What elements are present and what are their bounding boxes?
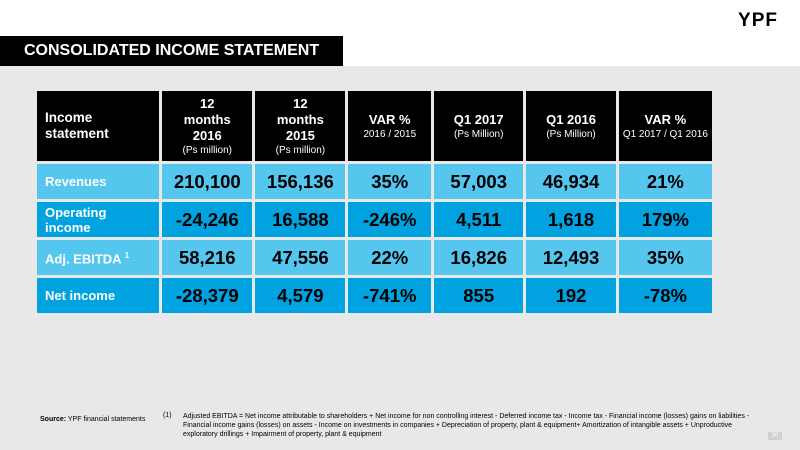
income-statement-table: Income statement 12 months 2016 (Ps mill… [37,88,712,316]
table-cell: -78% [615,278,712,313]
header-cell-var-annual: VAR % 2016 / 2015 [345,91,432,161]
footnote-text: Adjusted EBITDA = Net income attributabl… [183,413,750,438]
table-cell: 46,934 [523,164,616,199]
table-cell: 22% [345,240,432,275]
table-cell: -246% [345,202,432,237]
table-cell: 12,493 [523,240,616,275]
table-cell: 35% [345,164,432,199]
content-panel: Income statement 12 months 2016 (Ps mill… [0,66,800,450]
ypf-logo: YPF [738,10,778,31]
row-label: Net income [37,278,160,313]
table-cell: 16,826 [431,240,524,275]
table-cell: 57,003 [431,164,524,199]
slide-title-text: CONSOLIDATED INCOME STATEMENT [24,42,320,59]
header-cell-q1-2016: Q1 2016 (Ps Million) [523,91,616,161]
slide-title: CONSOLIDATED INCOME STATEMENT [0,36,343,66]
table-header-row: Income statement 12 months 2016 (Ps mill… [37,91,712,161]
header-cell-12m-2016: 12 months 2016 (Ps million) [159,91,253,161]
table-cell: -28,379 [159,278,253,313]
table-row-revenues: Revenues 210,100 156,136 35% 57,003 46,9… [37,164,712,199]
table-cell: 58,216 [159,240,253,275]
row-label: Revenues [37,164,160,199]
table-cell: 179% [615,202,712,237]
table-row-operating-income: Operating income -24,246 16,588 -246% 4,… [37,202,712,237]
table-cell: 1,618 [523,202,616,237]
table-cell: 4,579 [252,278,346,313]
table-row-adj-ebitda: Adj. EBITDA 1 58,216 47,556 22% 16,826 1… [37,240,712,275]
header-cell-var-quarter: VAR % Q1 2017 / Q1 2016 [615,91,712,161]
table-cell: 47,556 [252,240,346,275]
table-cell: 855 [431,278,524,313]
header-cell-12m-2015: 12 months 2015 (Ps million) [252,91,346,161]
table-cell: 210,100 [159,164,253,199]
table-cell: 4,511 [431,202,524,237]
table-cell: -24,246 [159,202,253,237]
header-cell-q1-2017: Q1 2017 (Ps Million) [431,91,524,161]
table-cell: -741% [345,278,432,313]
row-label: Adj. EBITDA 1 [37,240,160,275]
header-cell-label: Income statement [37,91,160,161]
row-label: Operating income [37,202,160,237]
table-cell: 156,136 [252,164,346,199]
table-cell: 21% [615,164,712,199]
table-cell: 35% [615,240,712,275]
table-row-net-income: Net income -28,379 4,579 -741% 855 192 -… [37,278,712,313]
footnote-number: (1) [163,412,172,419]
table-cell: 192 [523,278,616,313]
page-number: 20 [768,432,782,440]
footnote-marker: 1 [124,251,130,261]
source-note: Source: YPF financial statements [40,416,146,423]
table-cell: 16,588 [252,202,346,237]
